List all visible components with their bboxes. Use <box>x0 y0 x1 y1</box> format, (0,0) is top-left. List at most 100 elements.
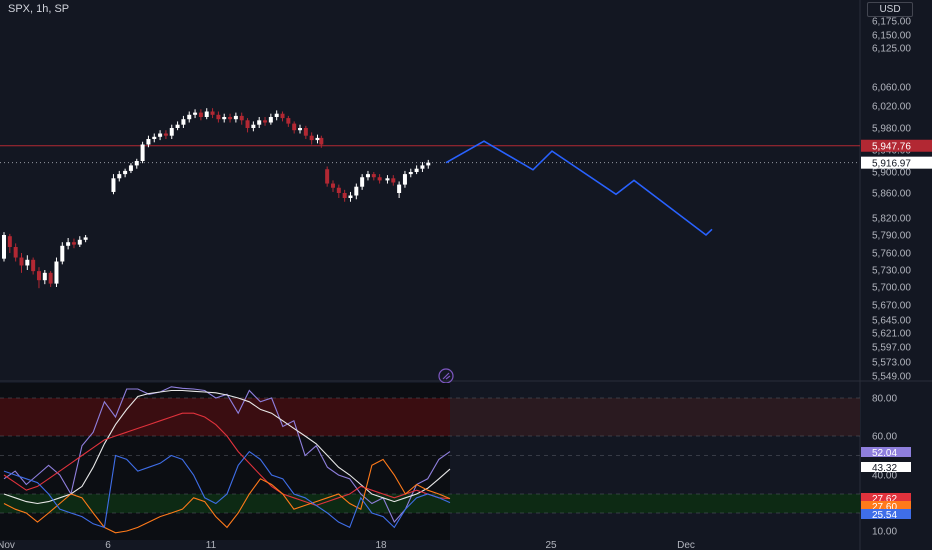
candle-body <box>342 193 347 198</box>
candle-body <box>134 161 139 166</box>
candle-body <box>292 123 297 131</box>
candle-body <box>233 115 238 120</box>
candle-body <box>42 272 47 281</box>
candle-body <box>245 120 250 128</box>
price-tick-label: 6,150.00 <box>872 31 911 42</box>
marked-price-label: 5,947.76 <box>872 142 911 153</box>
candle-body <box>365 174 370 178</box>
price-tick-label: 5,820.00 <box>872 214 911 225</box>
osc-badge-label-blue: 25.54 <box>872 510 897 521</box>
candle-body <box>385 178 390 181</box>
osc-series-blue <box>3 450 451 529</box>
candle-body <box>354 186 359 196</box>
osc-series-stoch_k <box>3 386 451 524</box>
osc-badge-label-orange: 27.60 <box>872 502 897 513</box>
candle-body <box>175 124 180 128</box>
candle-body <box>257 120 262 125</box>
candle-body <box>298 128 303 131</box>
price-tick-label: 6,125.00 <box>872 44 911 55</box>
time-tick-label: Nov <box>0 540 15 550</box>
osc-tick-label: 60.00 <box>872 432 897 443</box>
candle-body <box>274 113 279 117</box>
candle-body <box>36 271 41 281</box>
candle-body <box>391 178 396 183</box>
price-tick-label: 5,760.00 <box>872 249 911 260</box>
osc-series-rsi <box>3 412 451 506</box>
candle-body <box>408 172 413 175</box>
candle-body <box>7 236 12 247</box>
candle-body <box>13 247 18 258</box>
candle-body <box>319 137 324 145</box>
price-tick-label: 5,730.00 <box>872 266 911 277</box>
candle-body <box>111 178 116 192</box>
osc-tick-label: 10.00 <box>872 527 897 538</box>
candle-body <box>54 261 59 284</box>
price-tick-label: 5,549.00 <box>872 372 911 383</box>
candle-body <box>303 128 308 136</box>
candle-body <box>204 111 209 117</box>
candle-body <box>187 114 192 120</box>
price-tick-label: 6,020.00 <box>872 102 911 113</box>
candle-body <box>117 174 122 179</box>
osc-badge-label-rsi: 27.62 <box>872 494 897 505</box>
candle-body <box>181 119 186 125</box>
candle-body <box>348 195 353 198</box>
projection-path <box>445 140 713 237</box>
candle-body <box>420 165 425 169</box>
candle-body <box>71 242 76 245</box>
candle-body <box>146 139 151 145</box>
candle-body <box>315 137 320 141</box>
candle-body <box>414 168 419 172</box>
candle-body <box>222 117 227 120</box>
candle-body <box>193 112 198 115</box>
osc-badge-orange <box>861 501 911 511</box>
price-tick-label: 5,645.00 <box>872 316 911 327</box>
price-tick-label: 5,670.00 <box>872 301 911 312</box>
candle-body <box>152 136 157 139</box>
price-tick-label: 5,597.00 <box>872 343 911 354</box>
time-tick-label: 25 <box>545 540 557 550</box>
candle-body <box>77 239 82 245</box>
candle-body <box>198 112 203 117</box>
candle-body <box>66 242 71 246</box>
osc-series-orange <box>3 458 451 534</box>
price-tick-label: 5,700.00 <box>872 283 911 294</box>
currency-selector[interactable]: USD <box>867 2 913 17</box>
candle-body <box>397 184 402 193</box>
candle-body <box>31 259 36 272</box>
osc-badge-label-stoch_d: 43.32 <box>872 463 897 474</box>
candle-body <box>123 170 128 175</box>
candle-body <box>239 115 244 121</box>
osc-badge-stoch_d <box>861 462 911 472</box>
candle-body <box>263 120 268 123</box>
candle-body <box>83 237 88 240</box>
candle-body <box>158 133 163 137</box>
candle-body <box>286 118 291 124</box>
candle-body <box>371 174 376 178</box>
candle-body <box>268 117 273 123</box>
candle-body <box>402 174 407 185</box>
candle-body <box>210 111 215 115</box>
price-tick-label: 6,060.00 <box>872 83 911 94</box>
price-tick-label: 5,900.00 <box>872 168 911 179</box>
price-tick-label: 5,573.00 <box>872 358 911 369</box>
price-tick-label: 6,175.00 <box>872 17 911 28</box>
osc-tick-label: 80.00 <box>872 394 897 405</box>
osc-badge-label-stoch_k: 52.04 <box>872 448 897 459</box>
candle-body <box>377 177 382 181</box>
candle-body <box>228 117 233 120</box>
candle-body <box>128 165 133 171</box>
candle-body <box>48 272 53 284</box>
osc-badge-stoch_k <box>861 447 911 457</box>
time-tick-label: Dec <box>677 540 695 550</box>
time-tick-label: 11 <box>206 540 217 550</box>
candle-body <box>280 113 285 119</box>
last-price-label: 5,916.97 <box>872 159 911 170</box>
price-tick-label: 5,860.00 <box>872 189 911 200</box>
candle-body <box>426 162 431 166</box>
oversold-band <box>0 494 860 513</box>
candle-body <box>140 144 145 161</box>
candle-body <box>309 135 314 141</box>
candle-body <box>216 114 221 120</box>
